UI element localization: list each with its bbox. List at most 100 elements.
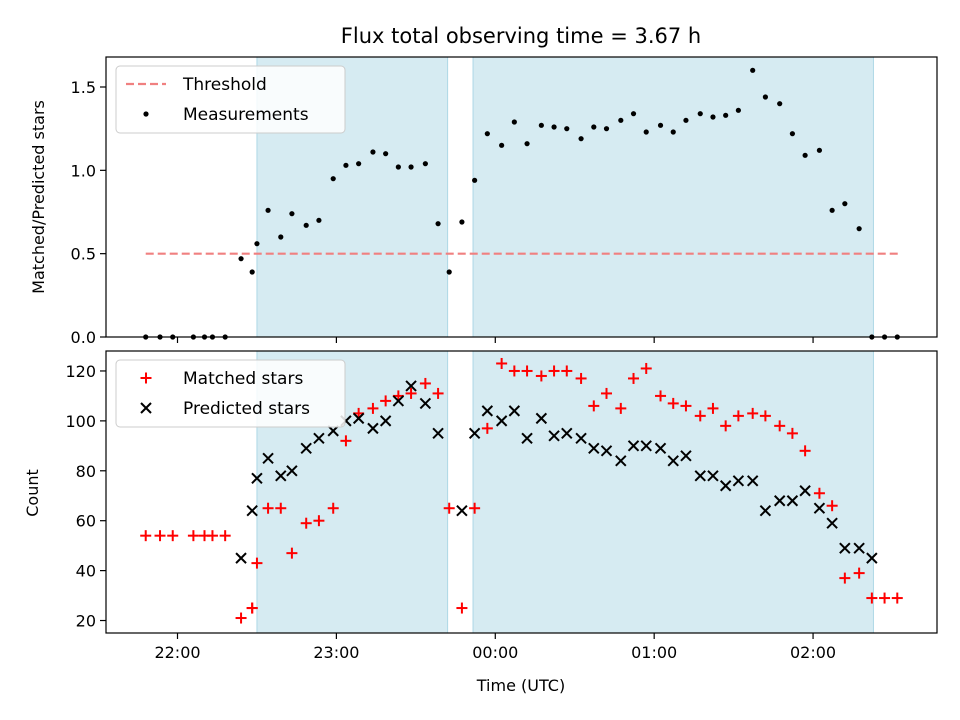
matched-marker	[456, 602, 468, 614]
predicted-marker	[853, 542, 865, 554]
marker-stroke	[746, 475, 759, 487]
predicted-marker	[456, 505, 468, 517]
data-point	[842, 201, 848, 207]
marker-stroke	[495, 415, 508, 427]
predicted-marker	[813, 502, 826, 514]
matched-marker	[432, 387, 444, 399]
data-point	[683, 117, 689, 123]
matched-marker	[327, 502, 339, 514]
top-y-tick-label: 1.0	[71, 161, 96, 180]
predicted-marker	[561, 427, 573, 440]
matched-marker	[891, 592, 903, 604]
matched-marker	[826, 500, 838, 512]
predicted-marker	[481, 405, 494, 417]
matched-marker	[786, 427, 798, 439]
matched-marker	[235, 612, 247, 624]
marker-stroke	[140, 402, 152, 414]
predicted-marker	[746, 475, 759, 487]
matched-marker	[380, 395, 392, 407]
bottom-legend	[115, 359, 346, 428]
marker-stroke	[352, 412, 365, 425]
data-point	[829, 207, 835, 213]
marker-stroke	[468, 427, 481, 440]
data-point	[789, 131, 796, 137]
marker-stroke	[419, 397, 432, 410]
marker-stroke	[627, 440, 640, 452]
predicted-marker	[667, 455, 679, 467]
marker-stroke	[759, 505, 772, 517]
data-point	[459, 219, 465, 225]
legend-measurement-swatch	[143, 111, 149, 117]
marker-stroke	[561, 427, 573, 440]
matched-marker	[275, 502, 287, 514]
legend-label: Predicted stars	[183, 399, 310, 419]
data-point	[591, 124, 597, 130]
marker-stroke	[481, 405, 494, 417]
bottom-y-tick-label: 80	[76, 462, 96, 481]
data-point	[750, 67, 756, 73]
data-point	[618, 117, 624, 123]
data-point	[603, 126, 610, 132]
data-point	[356, 161, 362, 167]
top-legend	[115, 65, 346, 134]
matched-marker	[655, 390, 667, 402]
predicted-marker	[379, 415, 392, 427]
legend-label: Matched stars	[183, 369, 303, 389]
data-point	[254, 241, 260, 247]
bottom-axes-frame	[105, 350, 938, 634]
matched-marker	[548, 365, 560, 377]
matched-marker	[340, 435, 352, 447]
matched-marker	[628, 372, 640, 384]
top-y-tick-label: 1.5	[71, 78, 96, 97]
marker-stroke	[826, 517, 838, 529]
marker-stroke	[839, 542, 851, 554]
predicted-marker	[419, 397, 432, 410]
data-point	[564, 126, 570, 132]
top-y-tick-label: 0.5	[71, 245, 96, 264]
matched-marker	[747, 407, 759, 419]
marker-stroke	[615, 455, 627, 467]
predicted-marker	[640, 440, 652, 452]
predicted-marker	[327, 425, 339, 437]
matched-marker	[667, 397, 679, 409]
matched-marker	[774, 420, 786, 432]
matched-marker	[496, 357, 508, 369]
matched-marker	[615, 402, 627, 414]
marker-stroke	[367, 422, 379, 435]
matched-marker	[262, 502, 274, 514]
predicted-marker	[759, 505, 772, 517]
predicted-marker	[246, 505, 258, 517]
marker-stroke	[392, 395, 405, 407]
data-point	[643, 129, 649, 135]
matched-marker	[246, 602, 258, 614]
marker-stroke	[694, 470, 706, 482]
data-point	[511, 119, 517, 125]
matched-marker	[508, 365, 520, 377]
predicted-marker	[300, 442, 312, 455]
data-point	[802, 152, 808, 158]
data-point	[670, 129, 676, 135]
predicted-marker	[521, 432, 533, 445]
marker-stroke	[286, 465, 298, 477]
legend-label: Threshold	[182, 75, 267, 95]
matched-marker	[469, 502, 481, 514]
matched-marker	[481, 422, 493, 434]
marker-stroke	[588, 442, 600, 455]
bottom-y-tick-label: 40	[76, 562, 96, 581]
marker-stroke	[813, 502, 826, 514]
predicted-marker	[432, 427, 444, 440]
bottom-y-tick-label: 20	[76, 612, 96, 631]
top-axes-frame	[105, 56, 938, 338]
data-point	[524, 141, 530, 147]
matched-marker	[588, 400, 600, 412]
top-observing-window-1	[472, 56, 874, 338]
predicted-marker	[548, 430, 560, 442]
data-point	[499, 142, 505, 148]
matched-marker	[813, 487, 825, 499]
marker-stroke	[799, 485, 811, 497]
predicted-marker	[275, 470, 287, 482]
predicted-marker	[786, 495, 799, 507]
matched-marker	[286, 547, 298, 559]
predicted-marker	[508, 405, 521, 417]
data-point	[723, 112, 729, 118]
